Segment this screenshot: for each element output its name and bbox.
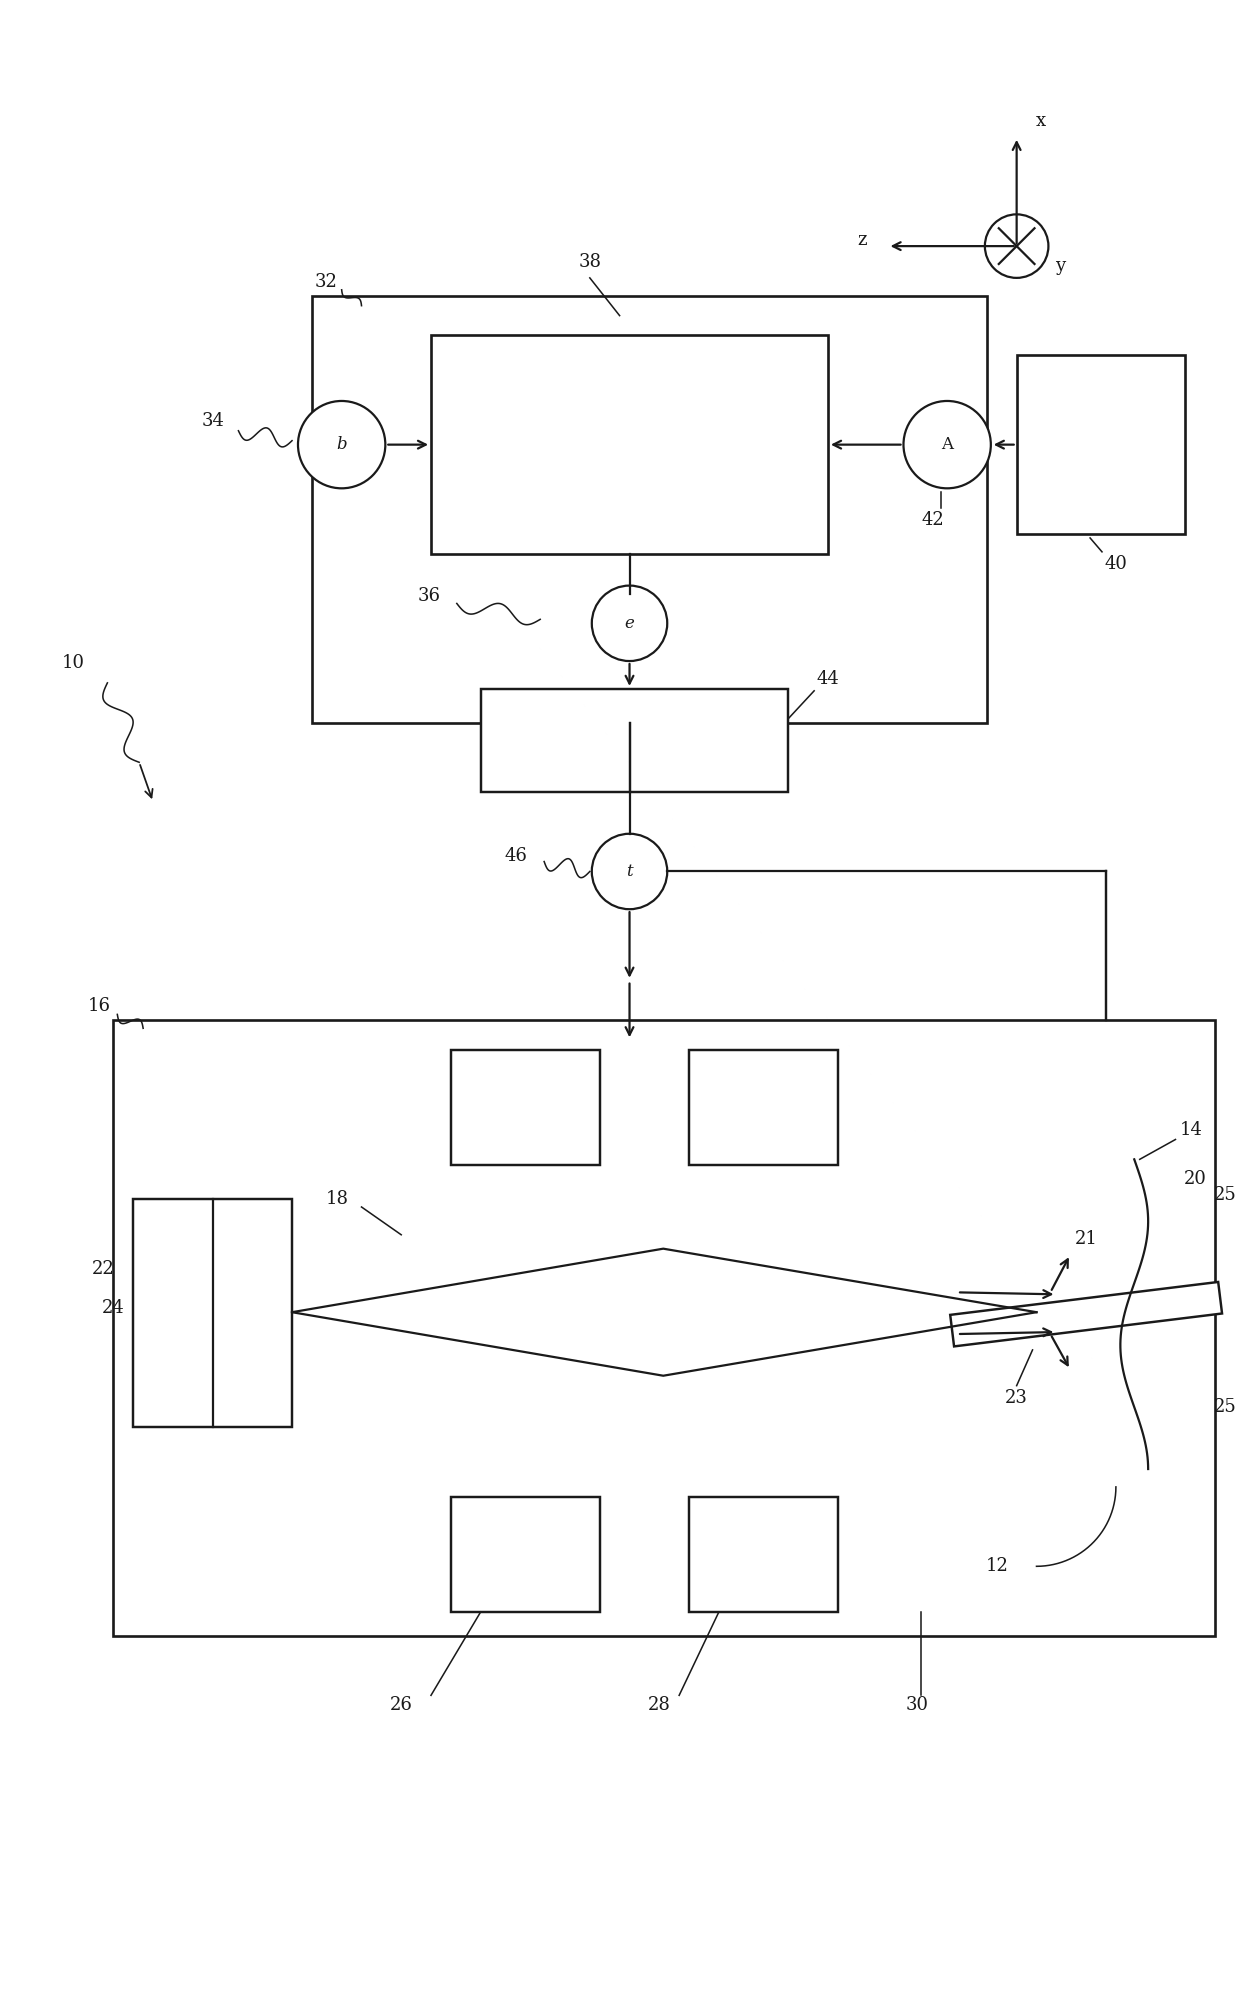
Text: 14: 14 — [1180, 1121, 1203, 1139]
Circle shape — [904, 401, 991, 489]
Text: 18: 18 — [326, 1191, 350, 1209]
Circle shape — [591, 585, 667, 662]
Text: 40: 40 — [1105, 555, 1127, 573]
Text: 34: 34 — [201, 411, 224, 429]
Text: y: y — [1055, 257, 1065, 275]
Bar — [432, 335, 828, 553]
Text: 12: 12 — [986, 1558, 1008, 1576]
Text: 30: 30 — [906, 1696, 929, 1714]
Text: z: z — [857, 231, 867, 249]
Text: t: t — [626, 862, 632, 880]
Text: A: A — [941, 437, 954, 453]
Bar — [689, 1051, 838, 1165]
Text: 32: 32 — [315, 273, 337, 291]
Text: 24: 24 — [102, 1299, 125, 1317]
Text: 16: 16 — [88, 996, 110, 1015]
Bar — [689, 1498, 838, 1612]
Bar — [451, 1498, 600, 1612]
Circle shape — [985, 215, 1048, 279]
Text: 36: 36 — [418, 587, 440, 606]
Text: 38: 38 — [578, 253, 601, 271]
Text: 46: 46 — [505, 846, 528, 864]
Bar — [133, 1199, 293, 1428]
Text: 21: 21 — [1075, 1229, 1097, 1247]
Bar — [113, 1021, 1215, 1636]
Text: 23: 23 — [1006, 1389, 1028, 1408]
Text: 10: 10 — [62, 654, 86, 672]
Text: 20: 20 — [1184, 1171, 1207, 1189]
Circle shape — [591, 834, 667, 908]
Text: 25: 25 — [1214, 1399, 1236, 1416]
Text: b: b — [336, 437, 347, 453]
Text: 25: 25 — [1214, 1187, 1236, 1205]
Bar — [312, 297, 987, 722]
Text: 22: 22 — [92, 1259, 115, 1277]
Bar — [481, 690, 789, 792]
Text: 44: 44 — [817, 670, 839, 688]
Text: x: x — [1035, 112, 1045, 130]
Text: 28: 28 — [647, 1696, 671, 1714]
Text: 26: 26 — [389, 1696, 413, 1714]
Polygon shape — [950, 1281, 1223, 1347]
Text: e: e — [625, 616, 635, 632]
Bar — [451, 1051, 600, 1165]
Circle shape — [298, 401, 386, 489]
Text: 42: 42 — [921, 511, 945, 529]
Bar — [1017, 355, 1185, 533]
